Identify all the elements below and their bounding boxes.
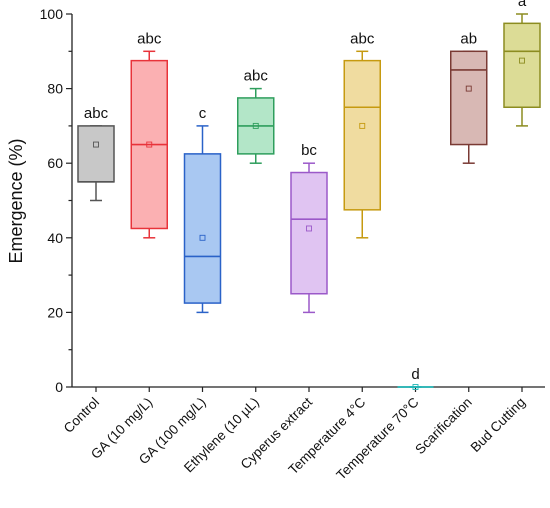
mean-marker (519, 57, 525, 64)
mean-marker (412, 384, 419, 390)
axes: 0 20 40 60 80 100 (40, 6, 545, 395)
y-tick-label: 80 (47, 81, 63, 97)
y-tick-label: 20 (47, 304, 63, 320)
y-tick-label: 0 (55, 379, 63, 395)
y-tick-label: 40 (47, 230, 63, 246)
box-3: abc (237, 68, 275, 164)
box-rect (290, 171, 328, 295)
box-4: bc (290, 142, 328, 314)
significance-letter: ab (460, 30, 477, 47)
box-rect (503, 22, 541, 109)
significance-letter: abc (244, 68, 269, 85)
box-1: abc (130, 30, 168, 239)
y-tick-label: 60 (47, 155, 63, 171)
category-label: Bud Cutting (468, 395, 528, 455)
box-rect (450, 50, 488, 146)
significance-letter: a (518, 0, 527, 10)
box-7: ab (450, 30, 488, 164)
mean-marker (93, 141, 99, 148)
box-rect (77, 125, 115, 183)
y-axis-label: Emergence (%) (6, 138, 26, 263)
category-label: Scarification (412, 395, 475, 458)
mean-marker (146, 141, 153, 148)
mean-marker (306, 225, 312, 232)
box-rect (183, 153, 222, 304)
box-rect (343, 59, 381, 211)
box-0: abc (77, 105, 115, 202)
significance-letter: d (411, 366, 419, 383)
box-8: a (503, 0, 541, 127)
significance-letter: abc (350, 30, 375, 47)
y-tick-label: 100 (40, 6, 64, 22)
mean-marker (465, 85, 472, 92)
mean-marker (252, 122, 259, 129)
box-2: c (183, 105, 222, 314)
boxes: abc abc c abc bc abc d ab a (77, 0, 541, 390)
significance-letter: c (199, 105, 207, 122)
significance-letter: bc (301, 142, 317, 159)
mean-marker (199, 234, 206, 241)
mean-marker (359, 122, 366, 129)
box-6: d (397, 366, 434, 390)
category-label: Control (61, 395, 102, 436)
significance-letter: abc (137, 30, 162, 47)
box-5: abc (343, 30, 381, 239)
significance-letter: abc (84, 105, 109, 122)
